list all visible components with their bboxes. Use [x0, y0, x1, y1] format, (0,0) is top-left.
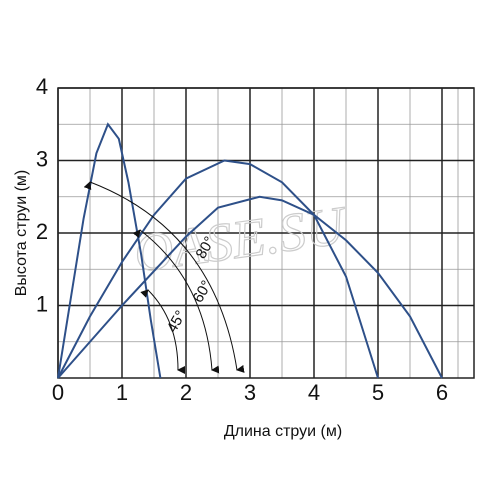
x-tick-label: 1 — [116, 380, 128, 405]
x-tick-label: 6 — [436, 380, 448, 405]
watermark: OASE.SU — [130, 195, 351, 284]
y-axis-title: Высота струи (м) — [13, 170, 30, 296]
x-tick-label: 4 — [308, 380, 320, 405]
x-tick-label: 2 — [180, 380, 192, 405]
x-tick-label: 5 — [372, 380, 384, 405]
plot-frame — [57, 87, 475, 379]
x-tick-label: 3 — [244, 380, 256, 405]
x-axis-title: Длина струи (м) — [224, 423, 342, 440]
angle-label: 60° — [190, 278, 216, 306]
y-tick-label: 3 — [36, 146, 48, 171]
y-tick-label: 2 — [36, 219, 48, 244]
y-tick-label: 4 — [36, 74, 48, 99]
angle-arc — [140, 289, 186, 374]
x-tick-label: 0 — [52, 380, 64, 405]
y-tick-label: 1 — [36, 291, 48, 316]
angle-arc — [132, 229, 220, 374]
